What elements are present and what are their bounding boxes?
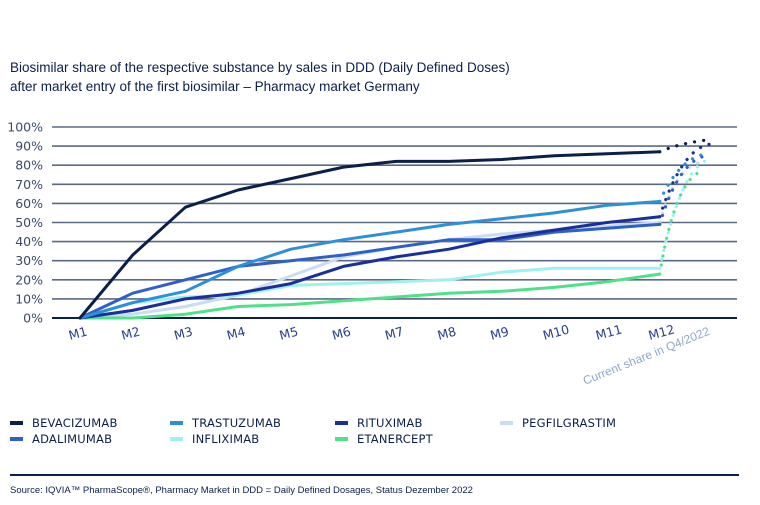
- x-tick-label: M1: [67, 324, 89, 343]
- legend-label: PEGFILGRASTIM: [522, 416, 617, 430]
- y-tick-label: 100%: [7, 120, 43, 135]
- legend-label: ADALIMUMAB: [32, 432, 113, 446]
- legend-swatch: [170, 437, 183, 441]
- x-tick-label: M6: [330, 324, 352, 343]
- chart-title-line-1: Biosimilar share of the respective subst…: [10, 60, 510, 75]
- chart-title-line-2: after market entry of the first biosimil…: [10, 79, 420, 94]
- series-line-rituximab: [78, 215, 662, 320]
- legend-swatch: [10, 437, 23, 441]
- x-tick-label: M8: [436, 324, 458, 343]
- series-trend-dots-infliximab: [658, 157, 712, 270]
- y-tick-label: 0%: [23, 311, 43, 326]
- y-tick-label: 70%: [15, 177, 43, 192]
- y-tick-label: 30%: [15, 253, 43, 268]
- legend-item-trastuzumab: TRASTUZUMAB: [170, 416, 281, 430]
- series-trend-dots-adalimumab: [658, 154, 709, 227]
- legend-label: BEVACIZUMAB: [32, 416, 118, 430]
- series-line-adalimumab: [78, 222, 662, 320]
- series-line-trastuzumab: [78, 200, 662, 320]
- legend-item-bevacizumab: BEVACIZUMAB: [10, 416, 118, 430]
- x-tick-label: M9: [488, 324, 510, 343]
- x-tick-label: M10: [541, 321, 571, 342]
- series-trend-dots-trastuzumab: [658, 152, 709, 204]
- legend-swatch: [170, 421, 183, 425]
- x-tick-label: M4: [225, 324, 247, 343]
- y-tick-label: 80%: [15, 158, 43, 173]
- x-tick-label: M12: [647, 321, 677, 342]
- legend-label: ETANERCEPT: [357, 432, 433, 446]
- y-tick-label: 60%: [15, 196, 43, 211]
- source-note: Source: IQVIA™ PharmaScope®, Pharmacy Ma…: [10, 485, 473, 496]
- legend-swatch: [335, 437, 348, 441]
- series-line-bevacizumab: [78, 150, 662, 320]
- series-trend-dots-pegfilgrastim: [658, 159, 706, 225]
- divider: [10, 474, 739, 476]
- x-tick-label: M7: [383, 324, 405, 343]
- x-tick-label: M2: [120, 324, 142, 343]
- series-trend-dots-rituximab: [658, 142, 712, 219]
- y-tick-label: 20%: [15, 272, 43, 287]
- series-line-infliximab: [78, 266, 662, 320]
- legend-item-adalimumab: ADALIMUMAB: [10, 432, 112, 446]
- y-tick-label: 50%: [15, 215, 43, 230]
- legend-label: INFLIXIMAB: [192, 432, 260, 446]
- legend-item-etanercept: ETANERCEPT: [335, 432, 433, 446]
- series-line-etanercept: [78, 272, 662, 320]
- legend-item-rituximab: RITUXIMAB: [335, 416, 423, 430]
- y-tick-label: 10%: [15, 291, 43, 306]
- legend-swatch: [10, 421, 23, 425]
- legend-swatch: [335, 421, 348, 425]
- legend-swatch: [500, 421, 513, 425]
- legend-item-infliximab: INFLIXIMAB: [170, 432, 259, 446]
- x-tick-label: M3: [172, 324, 194, 343]
- legend-label: RITUXIMAB: [357, 416, 423, 430]
- series-trend-dots-etanercept: [658, 169, 706, 276]
- legend-item-pegfilgrastim: PEGFILGRASTIM: [500, 416, 616, 430]
- y-tick-label: 40%: [15, 234, 43, 249]
- line-chart: 0% 10% 20% 30% 40% 50% 60% 70% 80% 90% 100% M1 M2 M3 M…: [7, 120, 737, 388]
- legend-label: TRASTUZUMAB: [192, 416, 282, 430]
- y-tick-label: 90%: [15, 139, 43, 154]
- x-tick-label: M11: [594, 321, 624, 342]
- x-tick-label: M5: [278, 324, 300, 343]
